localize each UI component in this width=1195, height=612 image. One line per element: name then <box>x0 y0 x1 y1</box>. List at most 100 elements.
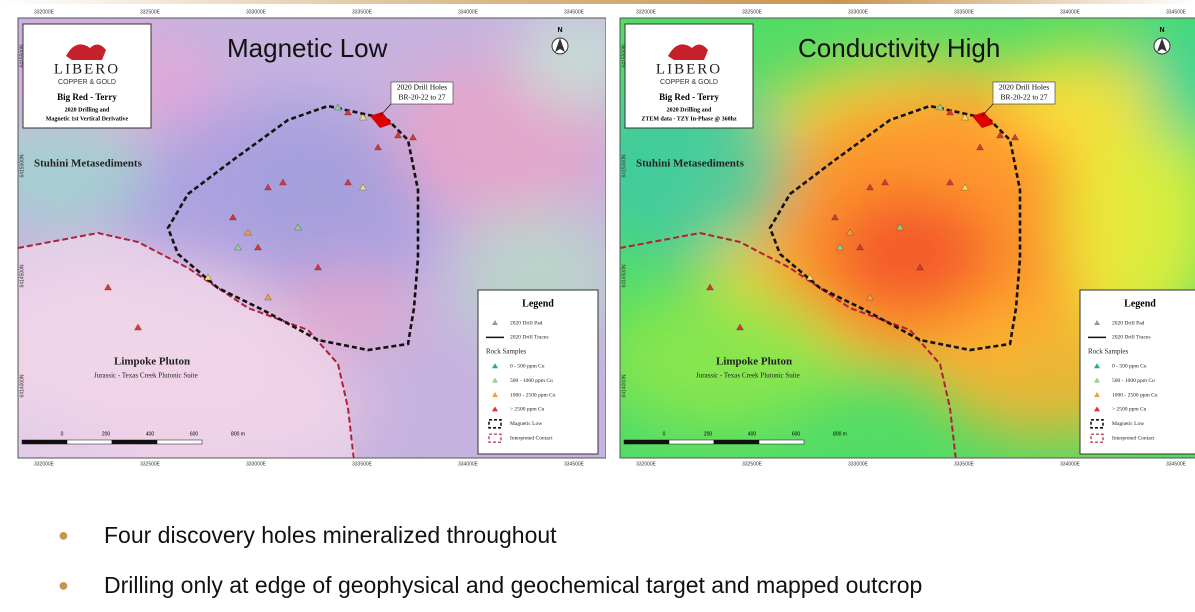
unit-label: Stuhini Metasediments <box>636 158 745 170</box>
top-bar <box>0 0 1195 4</box>
legend-symbol <box>492 406 498 412</box>
unit-sublabel: Jurassic - Texas Creek Plutonic Suite <box>94 372 198 380</box>
project-name: Big Red - Terry <box>57 92 117 102</box>
easting-top: 332000E <box>34 9 55 15</box>
scale-label: 800 m <box>833 431 847 437</box>
legend-title: Legend <box>522 298 554 309</box>
easting-top: 333000E <box>246 9 267 15</box>
legend-title: Legend <box>1124 298 1156 309</box>
scale-label: 200 <box>102 431 111 437</box>
logo-name: LIBERO <box>54 61 120 77</box>
northing: 6414000N <box>621 374 627 397</box>
rock-sample <box>279 178 287 186</box>
bullet-dot: ● <box>58 525 69 545</box>
easting-bottom: 332000E <box>34 461 55 467</box>
legend-label: 500 - 1000 ppm Cu <box>510 378 553 384</box>
rock-sample <box>936 103 944 111</box>
pluton-area <box>18 233 356 458</box>
scale-label: 800 m <box>231 431 245 437</box>
anomaly <box>18 108 148 228</box>
easting-top: 332000E <box>636 9 657 15</box>
rock-sample <box>204 273 212 281</box>
rock-sample <box>881 178 889 186</box>
bullet-text: Drilling only at edge of geophysical and… <box>104 572 923 598</box>
magnetic-low-outline <box>166 104 420 352</box>
rock-sample <box>706 283 714 291</box>
rock-sample <box>359 113 367 121</box>
scale-label: 400 <box>748 431 757 437</box>
map-title: Magnetic Low <box>227 33 388 63</box>
north-label: N <box>557 27 562 34</box>
logo-box <box>22 23 152 129</box>
unit-sublabel: Jurassic - Texas Creek Plutonic Suite <box>696 372 800 380</box>
easting-top: 334000E <box>458 9 479 15</box>
rock-sample <box>264 293 272 301</box>
rock-sample <box>104 283 112 291</box>
easting-top: 334500E <box>564 9 585 15</box>
easting-top: 333500E <box>954 9 975 15</box>
project-name: Big Red - Terry <box>659 92 719 102</box>
scale-label: 600 <box>792 431 801 437</box>
rock-sample <box>134 323 142 331</box>
rock-sample <box>836 243 844 251</box>
legend-label: Interpreted Contact <box>510 435 553 441</box>
subtitle: Magnetic 1st Vertical Derivative <box>46 116 129 122</box>
rock-sample <box>264 183 272 191</box>
scale-segment <box>713 439 760 445</box>
legend-label: 1000 - 2500 ppm Cu <box>510 392 556 398</box>
easting-top: 332500E <box>742 9 763 15</box>
scale-segment <box>156 439 203 445</box>
legend-label: 1000 - 2500 ppm Cu <box>1112 392 1158 398</box>
anomaly <box>1000 48 1160 148</box>
northing: 6414500N <box>621 264 627 287</box>
unit-label: Stuhini Metasediments <box>34 158 143 170</box>
drill-label: 2020 Drill Holes <box>999 83 1049 92</box>
rock-sample <box>846 228 854 236</box>
legend-symbol <box>1094 377 1100 383</box>
legend-symbol <box>1094 392 1100 397</box>
rock-sample <box>359 183 367 191</box>
legend-label: 2020 Drill Traces <box>510 335 549 341</box>
logo-sub: COPPER & GOLD <box>58 79 116 86</box>
easting-bottom: 333000E <box>246 461 267 467</box>
easting-top: 332500E <box>140 9 161 15</box>
legend-label: 2020 Drill Traces <box>1112 335 1151 341</box>
legend-symbol <box>1090 433 1104 443</box>
scale-label: 600 <box>190 431 199 437</box>
legend-label: 2020 Drill Pad <box>1112 320 1145 326</box>
rock-sample <box>961 183 969 191</box>
northing: 6414000N <box>19 374 25 397</box>
anomaly <box>1060 98 1195 338</box>
legend-symbol <box>1094 320 1100 325</box>
drill-label: BR-20-22 to 27 <box>1000 93 1047 102</box>
rock-sample <box>866 293 874 301</box>
legend-symbol <box>1094 363 1100 369</box>
easting-bottom: 333500E <box>352 461 373 467</box>
legend-symbol <box>492 320 498 325</box>
scale-segment <box>66 439 113 445</box>
rock-sample <box>244 228 252 236</box>
anomaly <box>518 18 606 108</box>
easting-bottom: 332000E <box>636 461 657 467</box>
legend-symbol <box>492 377 498 383</box>
rock-sample <box>1011 133 1019 141</box>
drill-pad <box>972 112 994 128</box>
anomaly <box>830 193 990 313</box>
legend-label: Rock Samples <box>1088 347 1129 355</box>
easting-bottom: 333000E <box>848 461 869 467</box>
subtitle: 2020 Drilling and <box>667 107 712 113</box>
rock-sample <box>334 103 342 111</box>
north-label: N <box>1159 27 1164 34</box>
northing: 6414500N <box>19 264 25 287</box>
rock-sample <box>806 273 814 281</box>
logo-lion <box>668 44 708 60</box>
map: 332000E 332000E 332500E 332500E 333000E 33300… <box>17 9 606 467</box>
scale-label: 0 <box>61 431 64 437</box>
interpreted-contact <box>18 231 355 458</box>
rock-sample <box>344 108 352 116</box>
drill-label: 2020 Drill Holes <box>397 83 447 92</box>
easting-top: 333500E <box>352 9 373 15</box>
anomaly <box>228 108 408 268</box>
rock-sample <box>916 263 924 271</box>
